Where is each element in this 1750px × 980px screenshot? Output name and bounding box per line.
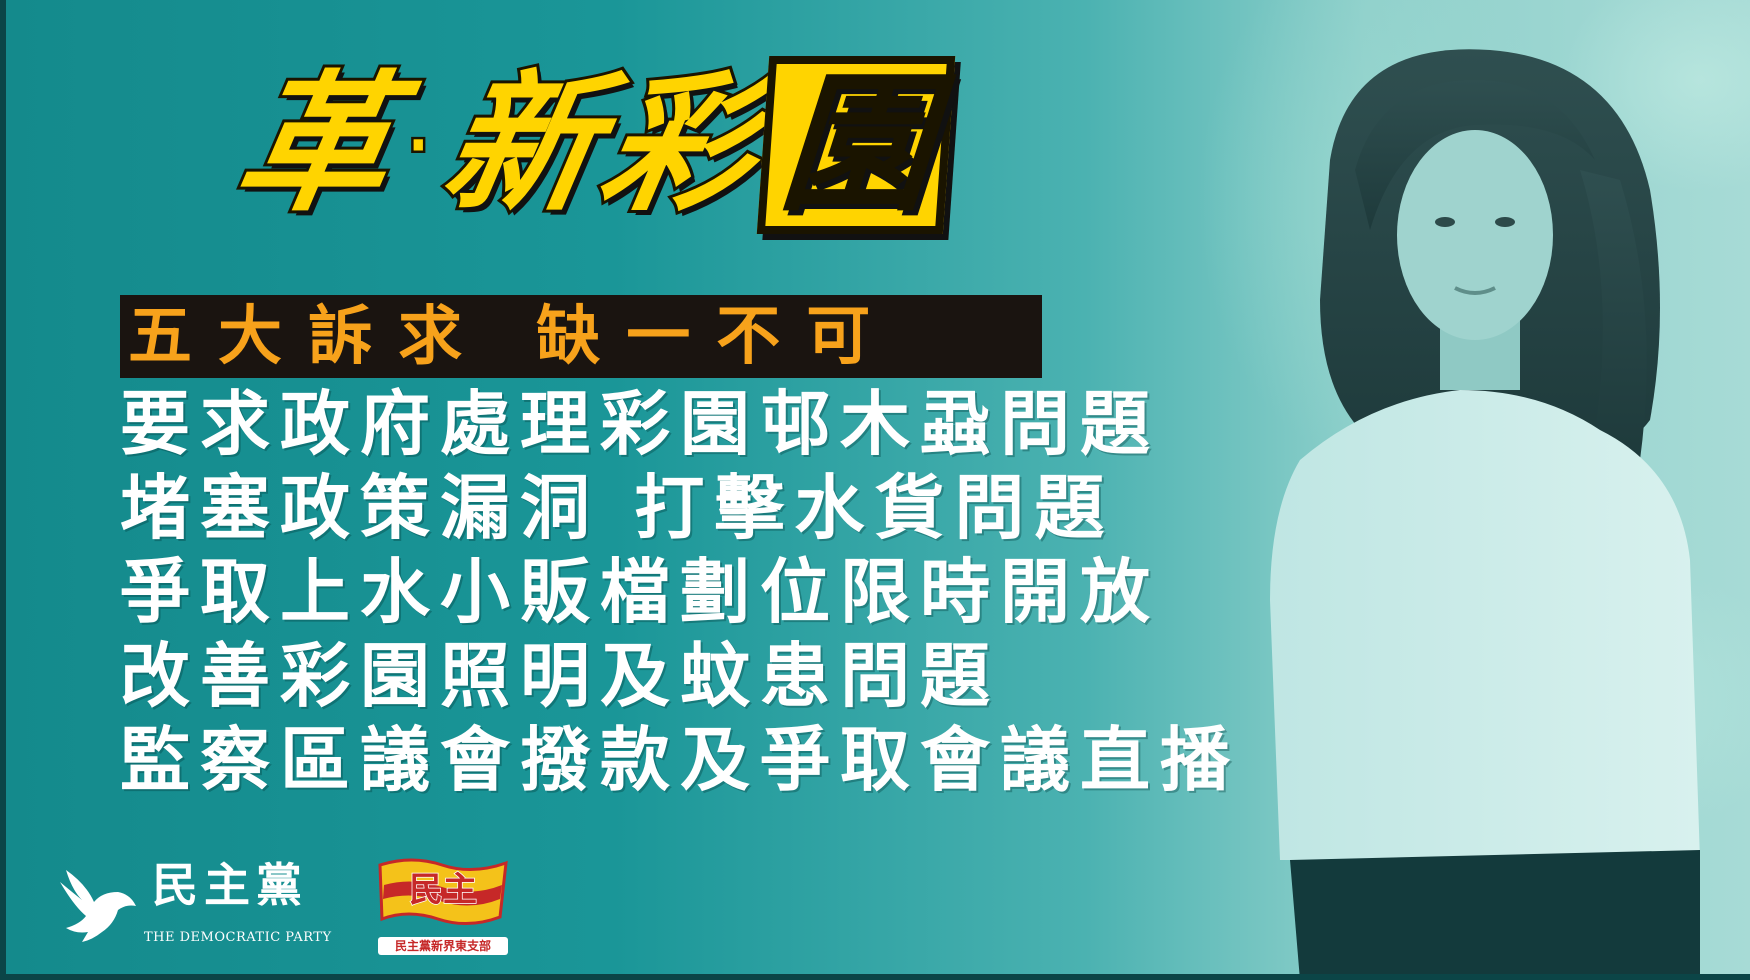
demand-item: 堵塞政策漏洞 打擊水貨問題 xyxy=(120,467,1115,549)
demand-item: 改善彩園照明及蚊患問題 xyxy=(120,635,1000,717)
demand-item: 爭取上水小販檔劃位限時開放 xyxy=(120,551,1160,633)
title-char-4: 園 xyxy=(774,58,937,232)
dove-icon xyxy=(60,870,136,942)
bottom-border xyxy=(0,974,1750,980)
democratic-party-name-zh: 民主黨 xyxy=(152,858,308,912)
title-char-1: 革 xyxy=(222,55,409,235)
title-separator-dot: · xyxy=(402,90,436,200)
subtitle-banner: 五大訴求 缺一不可 xyxy=(120,295,1042,378)
association-logo: 民主 民主黨新界東支部 xyxy=(372,855,514,963)
democratic-party-logo: 民主黨 THE DEMOCRATIC PARTY xyxy=(52,862,342,962)
association-emblem-text: 民主 xyxy=(409,870,477,910)
association-caption: 民主黨新界東支部 xyxy=(378,937,508,955)
candidate-photo xyxy=(1270,49,1700,980)
subtitle-text: 五大訴求 缺一不可 xyxy=(128,299,897,374)
demand-item: 要求政府處理彩園邨木蝨問題 xyxy=(120,383,1160,465)
title-char-3: 彩 xyxy=(586,55,773,235)
demands-list: 要求政府處理彩園邨木蝨問題 堵塞政策漏洞 打擊水貨問題 爭取上水小販檔劃位限時開… xyxy=(120,382,1240,802)
left-border xyxy=(0,0,6,980)
flag-emblem-icon: 民主 xyxy=(378,858,508,926)
demand-item: 監察區議會撥款及爭取會議直播 xyxy=(120,719,1240,801)
democratic-party-name-en: THE DEMOCRATIC PARTY xyxy=(144,930,332,945)
campaign-title: 革 · 新 彩 園 xyxy=(222,40,955,250)
title-char-2: 新 xyxy=(428,55,615,235)
title-char-4-boxed: 園 xyxy=(756,56,955,234)
